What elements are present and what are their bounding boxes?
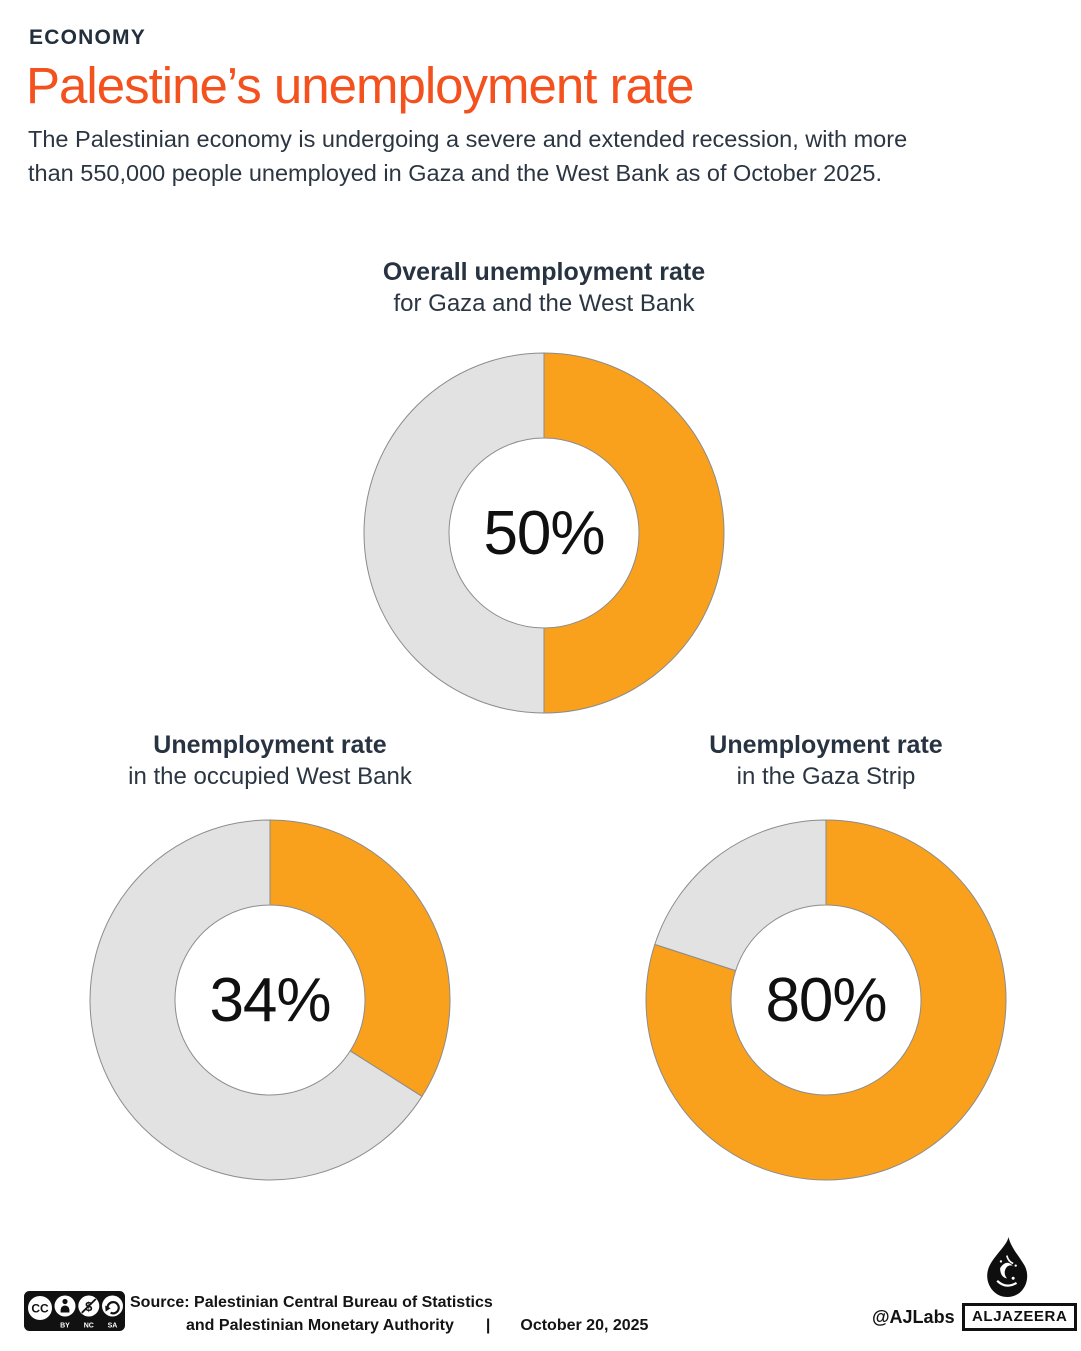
source-line-2: and Palestinian Monetary Authority | Oct… [130, 1314, 648, 1337]
source-line-2-text: and Palestinian Monetary Authority [186, 1317, 454, 1334]
page-title: Palestine’s unemployment rate [26, 57, 694, 114]
ajlabs-credit: @AJLabs [872, 1307, 955, 1327]
aljazeera-wordmark: ALJAZEERA [962, 1303, 1078, 1331]
creative-commons-badge: CC $ BY NC SA [24, 1291, 125, 1331]
donut-west-bank-value-label: 34% [209, 965, 331, 1035]
chart-2-title: Unemployment rate [153, 731, 387, 759]
donut-chart-west-bank: 34% [89, 819, 451, 1181]
chart-1-title: Overall unemployment rate [382, 258, 706, 286]
donut-chart-overall: 50% [363, 352, 725, 714]
cc-by-icon [54, 1295, 76, 1317]
cc-sa-icon [102, 1295, 123, 1317]
publish-date: October 20, 2025 [520, 1317, 649, 1334]
chart-2-subtitle: in the occupied West Bank [128, 763, 412, 790]
creative-commons-icon: CC $ BY NC SA [24, 1291, 125, 1331]
aljazeera-logo-icon [987, 1237, 1028, 1298]
chart-3-heading-group: Unemployment rate in the Gaza Strip [526, 729, 1081, 793]
chart-2-heading-group: Unemployment rate in the occupied West B… [0, 729, 570, 793]
donut-overall-value-label: 50% [483, 498, 605, 568]
donut-chart-gaza: 80% [645, 819, 1007, 1181]
chart-3-title: Unemployment rate [709, 731, 943, 759]
chart-1-heading-group: Overall unemployment rate for Gaza and t… [244, 256, 844, 320]
subtitle-line-2: than 550,000 people unemployed in Gaza a… [28, 160, 882, 186]
source-separator: | [485, 1317, 491, 1334]
cc-by-label: BY [60, 1323, 70, 1330]
donut-gaza-value-label: 80% [765, 965, 887, 1035]
source-block: Source: Palestinian Central Bureau of St… [130, 1291, 648, 1337]
cc-icon: CC [28, 1296, 52, 1320]
cc-nc-label: NC [84, 1323, 94, 1330]
cc-nc-icon: $ [78, 1295, 100, 1317]
section-kicker: ECONOMY [29, 26, 146, 49]
subtitle-line-1: The Palestinian economy is undergoing a … [28, 126, 908, 152]
page-subtitle: The Palestinian economy is undergoing a … [28, 122, 907, 190]
chart-1-subtitle: for Gaza and the West Bank [393, 290, 695, 317]
chart-3-subtitle: in the Gaza Strip [736, 763, 916, 790]
cc-sa-label: SA [108, 1323, 118, 1330]
source-line-1: Source: Palestinian Central Bureau of St… [130, 1294, 493, 1311]
svg-text:CC: CC [31, 1302, 49, 1316]
